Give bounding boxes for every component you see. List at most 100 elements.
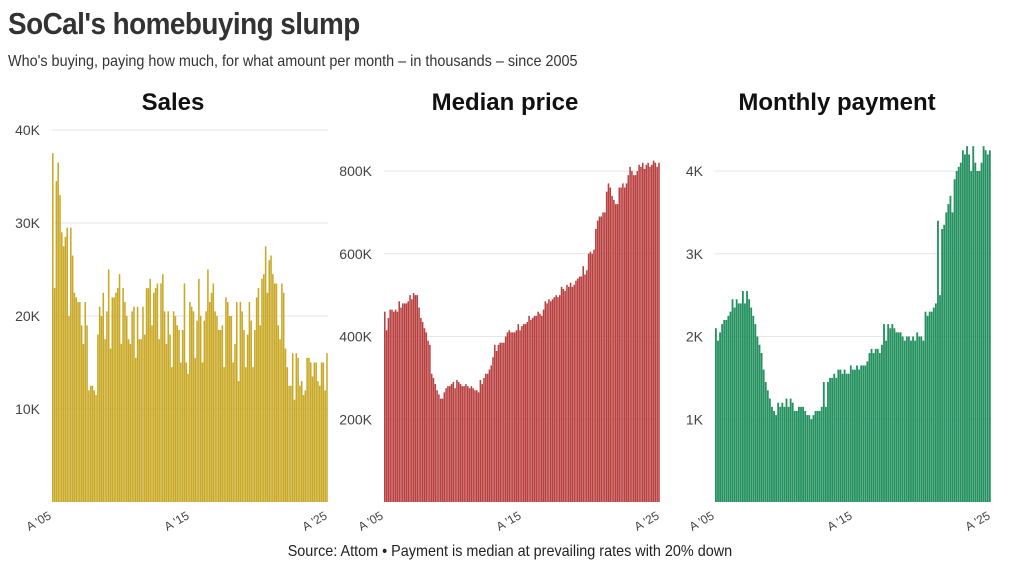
bar [320,362,323,502]
y-tick-label: 10K [15,401,41,417]
bar [937,220,939,502]
bar [326,353,328,502]
bar [577,278,579,502]
bar [104,339,106,502]
y-tick-label: 3K [686,246,704,262]
bar [270,255,272,502]
bar [589,251,592,502]
bar [225,297,227,502]
bar [623,187,626,503]
bar [174,316,177,502]
bar [284,348,287,502]
bar [142,306,144,502]
bar [752,315,755,502]
bar [393,311,395,502]
bar [497,344,500,502]
bar [302,395,305,502]
bar [273,283,276,502]
bar [205,311,207,502]
bar [396,311,399,502]
bar [785,398,788,502]
bar [822,382,825,502]
bar [189,302,191,502]
bar [810,419,813,502]
bar [555,295,557,503]
bar [402,303,404,502]
bar [829,377,831,503]
bar [216,316,218,502]
bar [727,315,730,502]
bar [986,154,989,502]
bar [920,336,923,502]
bar [185,362,188,502]
bar [530,319,532,502]
bar [176,325,179,502]
bar [802,406,804,502]
bar [959,162,962,502]
bar [598,216,601,502]
bar [412,293,415,502]
bar [245,367,247,502]
bar [266,292,269,502]
bar [68,316,70,502]
bar [980,162,983,502]
bar [425,332,428,502]
bar [259,325,261,502]
bar [573,284,575,502]
bar [55,181,58,502]
bar [448,386,451,502]
bar [234,343,236,502]
bar [454,388,456,502]
bar [91,385,94,502]
bar [466,386,469,502]
bar [798,406,800,502]
bar [922,340,925,502]
bar [241,311,243,502]
bar [602,212,604,503]
bar [510,332,512,502]
source-text: Source: Attom • Payment is median at pre… [287,543,732,560]
bar [171,367,173,502]
bar [725,319,728,502]
bar [282,292,285,502]
bar [300,381,303,502]
bar [949,195,952,502]
bar [970,171,973,502]
bar [974,162,977,502]
bar [515,330,518,502]
bar [531,317,534,502]
y-tick-label: 30K [15,215,41,231]
bar [775,415,778,502]
bar [277,325,280,502]
bar [53,288,56,502]
bar [605,191,608,502]
bar [494,344,496,502]
bar [978,171,981,502]
bar [522,324,525,502]
bar [385,330,388,502]
bar [89,385,92,502]
bar [263,274,265,502]
bar [932,307,935,502]
bar [387,317,390,502]
bar [835,377,838,503]
bar [217,329,220,502]
bar [183,283,186,502]
bar [719,332,721,502]
bar [656,166,658,503]
bar [717,340,719,502]
bar [791,402,794,502]
bar [739,303,742,502]
bar [818,410,821,502]
bar [62,246,65,502]
bar [75,297,77,502]
bar [207,269,209,502]
bar [533,315,536,502]
bar [596,220,599,502]
bar [116,288,119,502]
bar [582,266,584,502]
bar [203,320,206,502]
source-note: Source: Attom • Payment is median at pre… [0,543,1019,561]
bar [226,302,229,502]
bar [430,373,433,502]
